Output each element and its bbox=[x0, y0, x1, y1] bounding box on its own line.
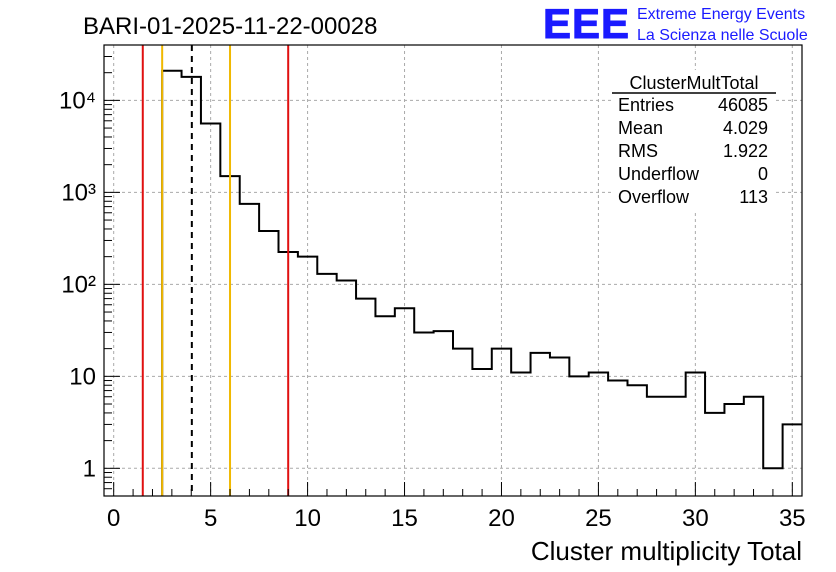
stats-box-title: ClusterMultTotal bbox=[629, 73, 758, 93]
histogram-bin bbox=[240, 204, 259, 496]
histogram-bin bbox=[298, 257, 317, 496]
brand-logo: EEE Extreme Energy Events La Scienza nel… bbox=[543, 0, 808, 48]
histogram-bin bbox=[724, 404, 743, 496]
x-axis-label: Cluster multiplicity Total bbox=[531, 536, 802, 566]
y-tick-label: 10 bbox=[69, 363, 96, 390]
x-tick-label: 0 bbox=[107, 505, 120, 532]
stats-underflow-label: Underflow bbox=[618, 164, 700, 184]
y-tick-label: 1 bbox=[83, 455, 96, 482]
stats-mean-label: Mean bbox=[618, 118, 663, 138]
vertical-lines-layer bbox=[141, 45, 290, 496]
brand-line2: La Scienza nelle Scuole bbox=[637, 27, 808, 44]
stats-entries-value: 46085 bbox=[718, 95, 768, 115]
stats-overflow-label: Overflow bbox=[618, 187, 690, 207]
histogram-bin bbox=[356, 299, 375, 496]
histogram-bin bbox=[550, 358, 569, 496]
histogram-bin bbox=[375, 316, 394, 496]
histogram-bin bbox=[492, 349, 511, 496]
tick-label-layer: 0 5 10 15 20 25 30 35 1 10 10² 10³ 10⁴ bbox=[59, 87, 806, 532]
x-tick-label: 35 bbox=[779, 505, 806, 532]
histogram-bin bbox=[317, 274, 336, 496]
tick-layer bbox=[104, 44, 793, 497]
histogram-bin bbox=[434, 331, 453, 496]
x-tick-label: 30 bbox=[682, 505, 709, 532]
histogram-bin bbox=[337, 281, 356, 496]
y-tick-label: 10² bbox=[61, 271, 96, 298]
histogram-bin bbox=[628, 385, 647, 496]
brand-line1: Extreme Energy Events bbox=[637, 6, 805, 23]
histogram-bin bbox=[511, 373, 530, 496]
histogram-bin bbox=[472, 369, 491, 496]
histogram-bin bbox=[395, 308, 414, 496]
histogram-bin bbox=[569, 376, 588, 496]
histogram-bin bbox=[259, 231, 278, 496]
histogram-bin bbox=[414, 332, 433, 496]
histogram-bin bbox=[201, 124, 220, 496]
chart-title: BARI-01-2025-11-22-00028 bbox=[83, 13, 377, 40]
x-tick-label: 10 bbox=[294, 505, 321, 532]
histogram-layer bbox=[161, 69, 802, 496]
histogram-outline bbox=[161, 69, 802, 496]
histogram-bin bbox=[453, 349, 472, 496]
histogram-bin bbox=[705, 413, 724, 496]
histogram-bin bbox=[666, 397, 685, 496]
x-tick-label: 5 bbox=[204, 505, 217, 532]
plot-frame bbox=[103, 44, 803, 497]
stats-rms-label: RMS bbox=[618, 141, 658, 161]
stats-mean-value: 4.029 bbox=[723, 118, 768, 138]
histogram-bin bbox=[531, 353, 550, 496]
stats-entries-label: Entries bbox=[618, 95, 674, 115]
histogram-bin bbox=[647, 397, 666, 496]
y-tick-label: 10³ bbox=[61, 179, 96, 206]
x-tick-label: 15 bbox=[391, 505, 418, 532]
y-tick-label: 10⁴ bbox=[59, 87, 96, 114]
grid-layer bbox=[104, 45, 802, 496]
x-tick-label: 25 bbox=[585, 505, 612, 532]
stats-rms-value: 1.922 bbox=[723, 141, 768, 161]
stats-box: ClusterMultTotal Entries 46085 Mean 4.02… bbox=[612, 70, 776, 210]
histogram-bin bbox=[686, 373, 705, 496]
histogram-bin bbox=[744, 397, 763, 496]
histogram-bin bbox=[589, 373, 608, 496]
histogram-bin bbox=[608, 381, 627, 496]
brand-logo-text: EEE bbox=[543, 0, 630, 47]
stats-underflow-value: 0 bbox=[758, 164, 768, 184]
histogram-bin bbox=[162, 71, 181, 496]
stats-overflow-value: 113 bbox=[739, 187, 768, 207]
x-tick-label: 20 bbox=[488, 505, 515, 532]
